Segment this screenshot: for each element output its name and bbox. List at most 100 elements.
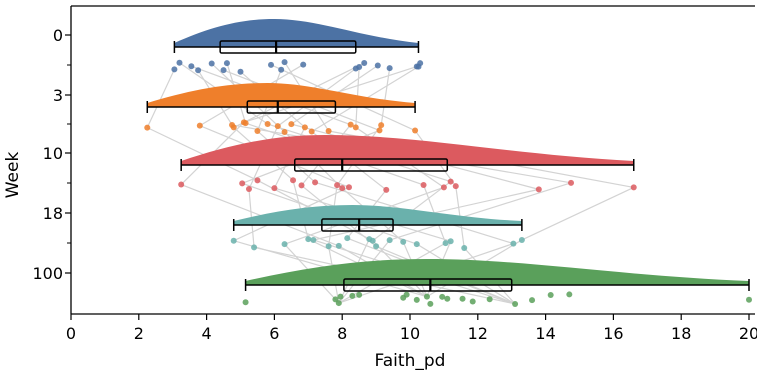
rain-point-week-18	[336, 243, 342, 249]
rain-point-week-3	[376, 127, 382, 133]
x-tick-label: 10	[400, 324, 420, 343]
rain-point-week-100	[529, 297, 535, 303]
rain-point-week-10	[254, 177, 260, 183]
rain-point-week-0	[278, 67, 284, 73]
rain-point-week-0	[387, 65, 393, 71]
density-cloud-week-100	[246, 259, 749, 285]
y-ticks: 0 3 10 18 100	[32, 26, 71, 283]
rain-point-week-18	[326, 243, 332, 249]
rain-point-week-0	[221, 67, 227, 73]
rain-point-week-3	[378, 122, 384, 128]
rain-point-week-0	[171, 66, 177, 72]
rain-point-week-10	[246, 186, 252, 192]
x-tick-label: 20	[739, 324, 757, 343]
rain-point-week-10	[239, 180, 245, 186]
rain-point-week-100	[460, 296, 466, 302]
rain-point-week-100	[338, 294, 344, 300]
y-tick-label: 0	[53, 26, 63, 45]
rain-point-week-100	[349, 293, 355, 299]
rain-point-week-3	[326, 128, 332, 134]
rain-point-week-100	[414, 297, 420, 303]
rain-point-week-0	[238, 69, 244, 75]
rain-point-week-100	[424, 294, 430, 300]
rain-point-week-10	[453, 183, 459, 189]
rain-point-week-10	[178, 182, 184, 188]
x-tick-label: 18	[671, 324, 691, 343]
rain-point-week-18	[510, 241, 516, 247]
rain-point-week-0	[195, 67, 201, 73]
rain-point-week-3	[241, 119, 247, 125]
y-tick-label: 18	[43, 204, 63, 223]
rain-point-week-3	[265, 121, 271, 127]
rain-point-week-10	[339, 185, 345, 191]
rain-point-week-18	[282, 241, 288, 247]
density-cloud-week-3	[147, 83, 415, 107]
rain-point-week-10	[271, 185, 277, 191]
rain-point-week-18	[448, 238, 454, 244]
rain-point-week-10	[441, 184, 447, 190]
rain-point-week-10	[334, 182, 340, 188]
rain-point-week-3	[144, 125, 150, 131]
rain-point-week-100	[487, 296, 493, 302]
rain-point-week-10	[290, 177, 296, 183]
rain-point-week-3	[254, 128, 260, 134]
rain-point-week-18	[310, 237, 316, 243]
rain-point-week-10	[312, 179, 318, 185]
rain-point-week-0	[361, 60, 367, 66]
rain-point-week-18	[251, 244, 257, 250]
rain-point-week-100	[404, 292, 410, 298]
rain-point-week-18	[305, 236, 311, 242]
rain-point-week-100	[512, 301, 518, 307]
rain-point-week-10	[536, 186, 542, 192]
rain-point-week-0	[417, 60, 423, 66]
rain-point-week-3	[412, 128, 418, 134]
y-tick-label: 10	[43, 144, 63, 163]
rain-point-week-100	[548, 292, 554, 298]
rain-point-week-10	[631, 184, 637, 190]
rain-point-week-0	[268, 62, 274, 68]
rain-point-week-10	[383, 187, 389, 193]
x-tick-label: 6	[269, 324, 279, 343]
rain-point-week-18	[461, 245, 467, 251]
rain-point-week-3	[275, 123, 281, 129]
rain-point-week-3	[302, 124, 308, 130]
rain-point-week-18	[519, 237, 525, 243]
rain-point-week-3	[197, 123, 203, 129]
rain-point-week-18	[344, 235, 350, 241]
rain-point-week-100	[336, 300, 342, 306]
rain-point-week-3	[348, 122, 354, 128]
x-tick-label: 4	[202, 324, 212, 343]
rain-point-week-10	[299, 182, 305, 188]
density-clouds	[147, 19, 749, 285]
rain-point-week-0	[176, 60, 182, 66]
rain-point-week-18	[387, 237, 393, 243]
rain-point-week-0	[300, 62, 306, 68]
connector-line	[522, 187, 634, 240]
y-tick-label: 100	[32, 264, 63, 283]
x-tick-label: 16	[603, 324, 623, 343]
rain-point-week-100	[427, 301, 433, 307]
rain-point-week-100	[470, 299, 476, 305]
rain-point-week-0	[356, 64, 362, 70]
rain-point-week-100	[356, 292, 362, 298]
rain-point-week-0	[282, 59, 288, 65]
rain-point-week-100	[746, 297, 752, 303]
x-axis-title: Faith_pd	[375, 351, 446, 371]
density-cloud-week-10	[181, 135, 634, 165]
rain-point-week-100	[444, 296, 450, 302]
x-tick-label: 0	[66, 324, 76, 343]
rain-point-week-10	[568, 180, 574, 186]
x-tick-label: 12	[468, 324, 488, 343]
x-tick-label: 2	[134, 324, 144, 343]
rain-point-week-18	[414, 241, 420, 247]
x-tick-label: 8	[337, 324, 347, 343]
rain-point-week-0	[224, 60, 230, 66]
rain-point-week-18	[231, 238, 237, 244]
y-axis-title: Week	[3, 152, 23, 199]
rain-point-week-0	[375, 63, 381, 69]
rain-point-week-100	[566, 291, 572, 297]
rain-point-week-3	[353, 124, 359, 130]
y-tick-label: 3	[53, 86, 63, 105]
rain-point-week-10	[346, 184, 352, 190]
